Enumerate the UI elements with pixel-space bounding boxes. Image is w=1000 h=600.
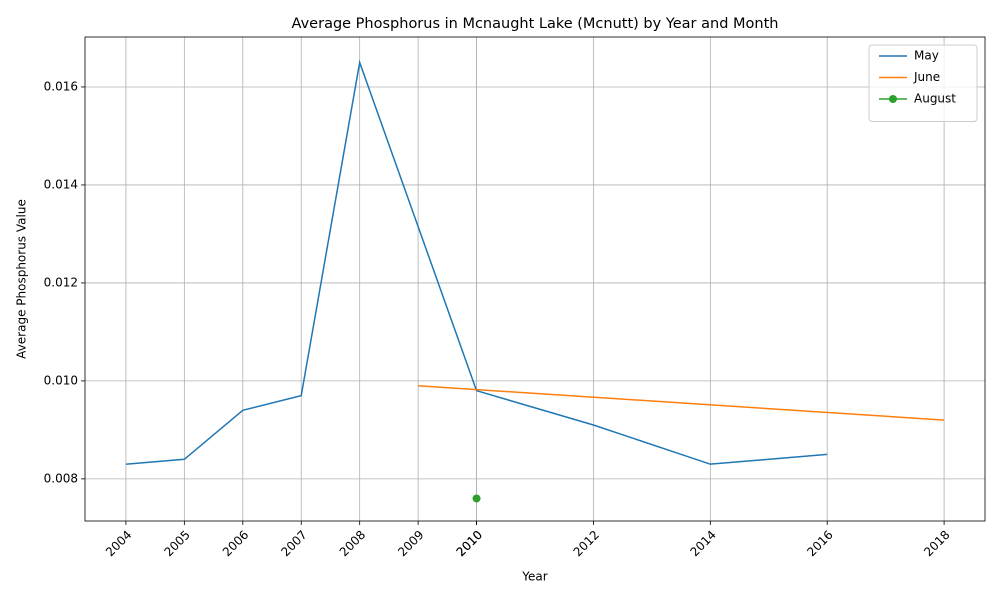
legend: May June August bbox=[868, 44, 978, 122]
legend-box bbox=[868, 44, 978, 122]
series-marker bbox=[472, 494, 481, 503]
x-tick-label: 2009 bbox=[395, 528, 426, 559]
x-tick-label: 2008 bbox=[337, 528, 368, 559]
y-axis-label: Average Phosphorus Value bbox=[15, 199, 29, 359]
x-tick-label: 2004 bbox=[103, 528, 134, 559]
series-line bbox=[125, 59, 828, 465]
y-tick-label: 0.010 bbox=[44, 373, 78, 387]
y-tick-label: 0.014 bbox=[44, 177, 78, 191]
legend-label: August bbox=[914, 92, 956, 106]
x-tick-label: 2007 bbox=[278, 528, 309, 559]
y-tick-label: 0.008 bbox=[44, 471, 78, 485]
x-tick-label: 2005 bbox=[161, 528, 192, 559]
x-tick-label: 2012 bbox=[571, 528, 602, 559]
legend-label: June bbox=[913, 70, 940, 84]
plot-frame bbox=[84, 36, 986, 522]
x-axis-label: Year bbox=[521, 570, 547, 584]
legend-marker bbox=[889, 95, 897, 103]
x-tick-label: 2006 bbox=[220, 528, 251, 559]
legend-label: May bbox=[914, 49, 939, 63]
y-tick-label: 0.016 bbox=[44, 79, 78, 93]
series-line bbox=[418, 385, 945, 421]
x-tick-label: 2014 bbox=[687, 528, 718, 559]
chart-title: Average Phosphorus in Mcnaught Lake (Mcn… bbox=[292, 16, 779, 32]
y-tick-label: 0.012 bbox=[44, 275, 78, 289]
x-tick-label: 2010 bbox=[454, 528, 485, 559]
x-tick-label: 2016 bbox=[804, 528, 835, 559]
x-tick-label: 2018 bbox=[921, 528, 952, 559]
